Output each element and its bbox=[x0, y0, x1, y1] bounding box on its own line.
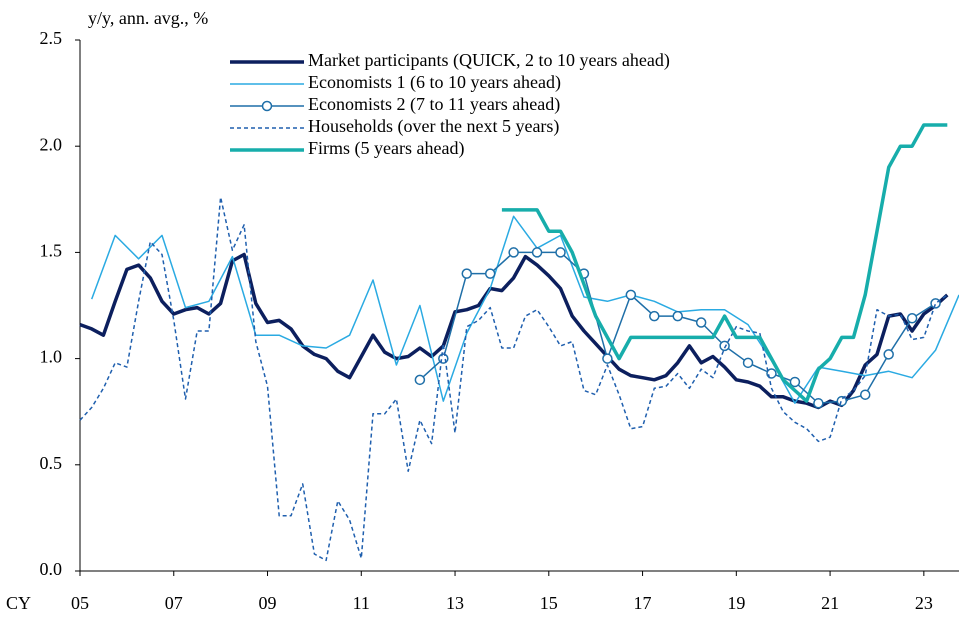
series-line bbox=[501, 123, 948, 403]
x-tick-label: 07 bbox=[165, 593, 183, 613]
series-marker bbox=[555, 247, 566, 258]
x-axis-label: CY bbox=[6, 593, 31, 613]
x-tick-label: 09 bbox=[259, 593, 277, 613]
series-marker bbox=[531, 247, 543, 258]
series-line bbox=[79, 196, 948, 562]
series-marker bbox=[813, 397, 824, 409]
x-tick-label: 21 bbox=[821, 593, 839, 613]
legend-label: Market participants (QUICK, 2 to 10 year… bbox=[308, 50, 670, 71]
legend-label: Economists 2 (7 to 11 years ahead) bbox=[308, 94, 560, 115]
legend-label: Households (over the next 5 years) bbox=[308, 116, 559, 137]
series-marker bbox=[742, 357, 754, 369]
series-marker bbox=[883, 349, 894, 360]
y-tick-label: 2.0 bbox=[40, 134, 63, 154]
series-line bbox=[79, 252, 949, 410]
y-tick-label: 0.5 bbox=[40, 453, 63, 473]
legend-marker bbox=[261, 100, 273, 112]
x-tick-label: 17 bbox=[634, 593, 652, 613]
series-marker bbox=[625, 289, 637, 301]
series-marker bbox=[672, 310, 683, 322]
series-marker bbox=[484, 268, 496, 279]
x-tick-label: 13 bbox=[446, 593, 464, 613]
series-marker bbox=[906, 312, 918, 324]
series-marker bbox=[602, 353, 613, 364]
y-tick-label: 2.5 bbox=[40, 28, 63, 48]
series-marker bbox=[508, 247, 519, 258]
legend-label: Firms (5 years ahead) bbox=[308, 138, 464, 159]
series-marker bbox=[438, 353, 449, 364]
series-marker bbox=[836, 395, 848, 407]
series-marker bbox=[649, 310, 660, 322]
series-line bbox=[90, 215, 959, 404]
x-tick-label: 19 bbox=[727, 593, 745, 613]
x-tick-label: 11 bbox=[353, 593, 370, 613]
x-tick-label: 23 bbox=[915, 593, 933, 613]
y-tick-label: 1.5 bbox=[40, 241, 63, 261]
series-marker bbox=[414, 374, 426, 386]
series-marker bbox=[461, 268, 473, 279]
series-marker bbox=[695, 317, 707, 328]
legend-label: Economists 1 (6 to 10 years ahead) bbox=[308, 72, 561, 93]
y-axis-label: y/y, ann. avg., % bbox=[88, 8, 208, 28]
y-tick-label: 0.0 bbox=[40, 559, 63, 579]
series-marker bbox=[859, 389, 871, 400]
series-marker bbox=[719, 340, 730, 352]
x-tick-label: 05 bbox=[71, 593, 89, 613]
y-tick-label: 1.0 bbox=[40, 347, 63, 367]
x-tick-label: 15 bbox=[540, 593, 558, 613]
series-marker bbox=[789, 376, 801, 388]
